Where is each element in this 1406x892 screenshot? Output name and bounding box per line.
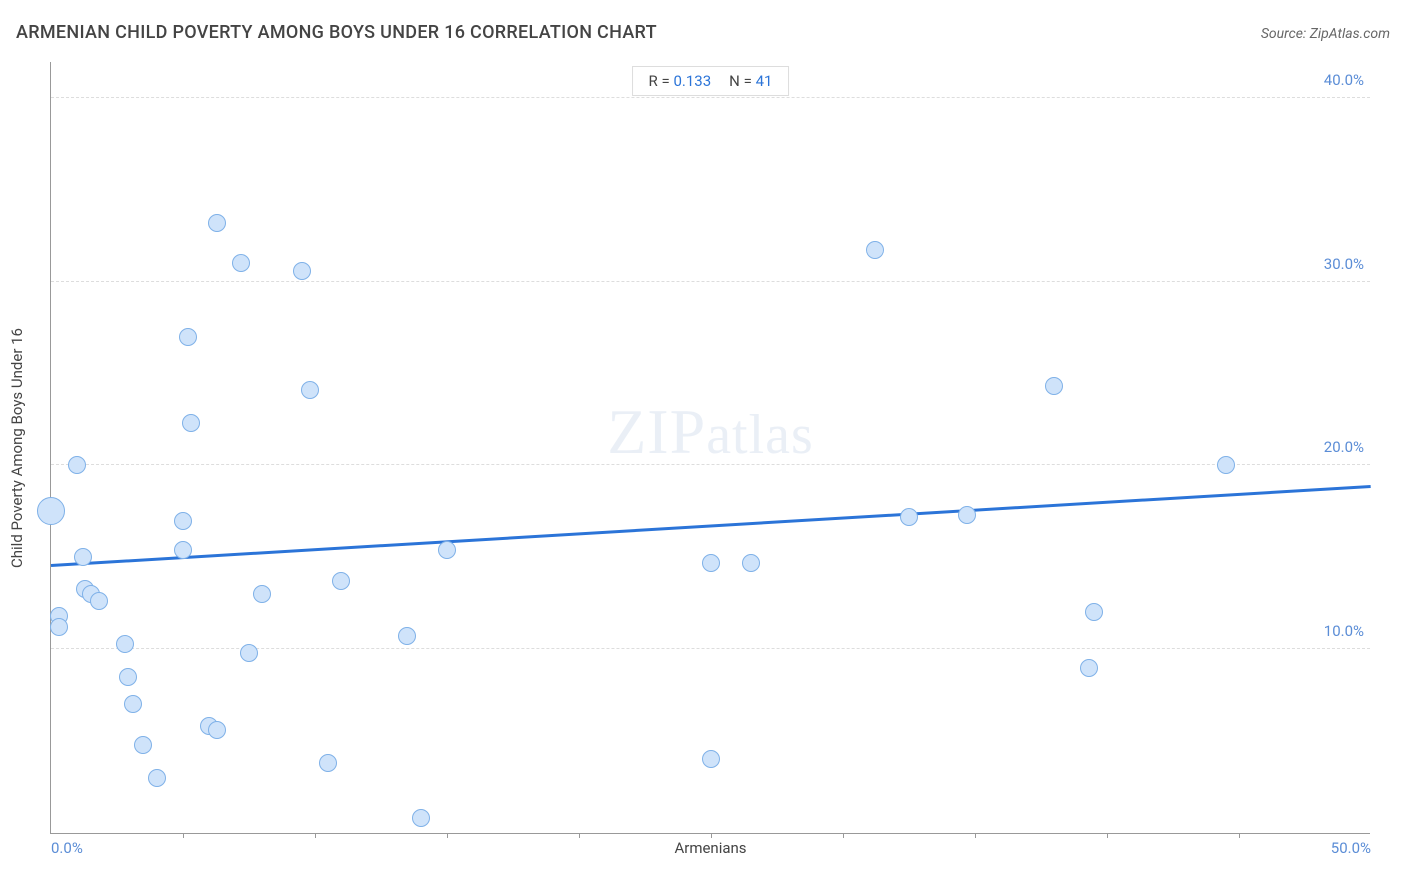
x-minor-tick xyxy=(711,833,712,838)
data-point xyxy=(398,627,416,645)
watermark: ZIPatlas xyxy=(607,395,814,469)
data-point xyxy=(50,618,68,636)
data-point xyxy=(293,262,311,280)
data-point xyxy=(438,541,456,559)
data-point xyxy=(208,214,226,232)
x-minor-tick xyxy=(447,833,448,838)
data-point xyxy=(74,548,92,566)
data-point xyxy=(68,456,86,474)
y-tick-label: 40.0% xyxy=(1324,71,1374,89)
data-point xyxy=(1045,377,1063,395)
data-point xyxy=(702,554,720,572)
y-tick-label: 20.0% xyxy=(1324,438,1374,456)
x-minor-tick xyxy=(975,833,976,838)
scatter-plot-area: ZIPatlas Child Poverty Among Boys Under … xyxy=(50,62,1370,834)
data-point xyxy=(182,414,200,432)
x-minor-tick xyxy=(579,833,580,838)
gridline xyxy=(51,464,1370,465)
chart-title: ARMENIAN CHILD POVERTY AMONG BOYS UNDER … xyxy=(16,22,657,43)
data-point xyxy=(119,668,137,686)
y-tick-label: 30.0% xyxy=(1324,255,1374,273)
data-point xyxy=(332,572,350,590)
data-point xyxy=(116,635,134,653)
data-point xyxy=(1085,603,1103,621)
data-point xyxy=(253,585,271,603)
data-point xyxy=(208,721,226,739)
x-axis-label: Armenians xyxy=(674,839,746,857)
data-point xyxy=(958,506,976,524)
chart-header: ARMENIAN CHILD POVERTY AMONG BOYS UNDER … xyxy=(16,22,1390,43)
y-axis-label: Child Poverty Among Boys Under 16 xyxy=(8,328,26,568)
data-point xyxy=(134,736,152,754)
data-point xyxy=(742,554,760,572)
chart-source: Source: ZipAtlas.com xyxy=(1261,26,1390,42)
data-point xyxy=(301,381,319,399)
data-point xyxy=(702,750,720,768)
data-point xyxy=(232,254,250,272)
x-minor-tick xyxy=(1107,833,1108,838)
stats-box: R = 0.133 N = 41 xyxy=(632,66,790,96)
data-point xyxy=(124,695,142,713)
data-point xyxy=(866,241,884,259)
gridline xyxy=(51,97,1370,98)
x-minor-tick xyxy=(843,833,844,838)
data-point xyxy=(1080,659,1098,677)
data-point xyxy=(37,497,65,525)
watermark-zip: ZIP xyxy=(607,396,706,467)
gridline xyxy=(51,281,1370,282)
data-point xyxy=(174,512,192,530)
watermark-atlas: atlas xyxy=(706,404,814,466)
data-point xyxy=(1217,456,1235,474)
y-tick-label: 10.0% xyxy=(1324,622,1374,640)
r-stat: R = 0.133 xyxy=(649,72,712,90)
data-point xyxy=(240,644,258,662)
x-tick-label: 50.0% xyxy=(1331,839,1371,857)
x-minor-tick xyxy=(1239,833,1240,838)
x-tick-label: 0.0% xyxy=(51,839,83,857)
data-point xyxy=(179,328,197,346)
data-point xyxy=(174,541,192,559)
data-point xyxy=(148,769,166,787)
n-stat: N = 41 xyxy=(729,72,772,90)
data-point xyxy=(319,754,337,772)
data-point xyxy=(412,809,430,827)
x-minor-tick xyxy=(315,833,316,838)
data-point xyxy=(90,592,108,610)
data-point xyxy=(900,508,918,526)
x-minor-tick xyxy=(183,833,184,838)
